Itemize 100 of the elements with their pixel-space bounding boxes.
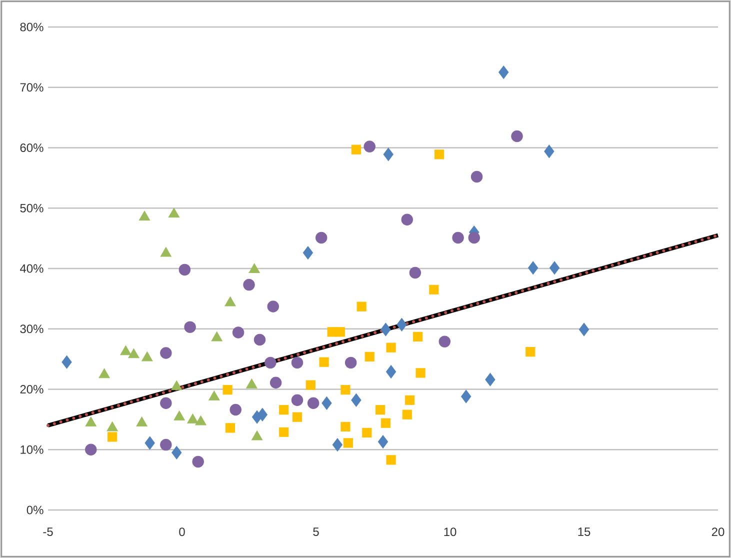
point <box>351 144 362 154</box>
point <box>315 232 328 244</box>
point <box>230 404 242 416</box>
point <box>108 432 118 442</box>
point <box>528 261 538 275</box>
point <box>172 446 182 460</box>
point <box>248 263 260 274</box>
point <box>343 438 353 448</box>
point <box>578 322 590 336</box>
point <box>409 266 422 279</box>
point <box>364 140 376 152</box>
y-tick-label: 70% <box>20 83 44 92</box>
point <box>279 427 289 437</box>
y-tick-label: 60% <box>20 144 44 152</box>
point <box>386 365 396 378</box>
point <box>340 385 350 395</box>
point <box>264 356 276 369</box>
point <box>120 345 132 356</box>
point <box>224 296 236 306</box>
point <box>160 438 172 451</box>
point <box>332 438 343 452</box>
point <box>302 246 314 260</box>
point <box>383 148 394 162</box>
point <box>386 455 396 465</box>
point <box>468 232 480 244</box>
point <box>485 372 496 386</box>
point <box>279 404 289 415</box>
point <box>434 150 444 160</box>
point <box>246 378 258 388</box>
y-tick-label: 50% <box>20 204 44 212</box>
point <box>498 66 509 79</box>
point <box>136 416 148 426</box>
point <box>402 410 412 420</box>
point <box>526 347 536 357</box>
point <box>174 410 185 420</box>
point <box>376 404 386 415</box>
point <box>292 412 302 422</box>
point <box>144 436 155 450</box>
point <box>378 435 388 448</box>
point <box>267 300 279 312</box>
point <box>128 348 140 358</box>
point <box>322 396 332 410</box>
point <box>461 390 472 404</box>
point <box>195 415 206 426</box>
point <box>405 395 415 405</box>
point <box>225 423 236 433</box>
point <box>62 355 72 369</box>
point <box>192 456 204 468</box>
point <box>413 332 423 342</box>
y-tick-label: 10% <box>20 445 44 454</box>
point <box>251 430 263 440</box>
point <box>306 380 316 390</box>
point <box>380 322 391 336</box>
point <box>544 144 554 158</box>
point <box>386 342 396 352</box>
point <box>351 393 362 407</box>
point <box>243 278 255 291</box>
y-tick-label: 20% <box>20 384 44 394</box>
point <box>470 170 483 183</box>
point <box>401 214 413 226</box>
x-tick-label: 5 <box>313 528 319 536</box>
point <box>356 302 366 312</box>
x-tick-label: 10 <box>444 528 456 536</box>
point <box>335 327 345 337</box>
point <box>222 385 232 395</box>
point <box>416 368 426 378</box>
point <box>184 321 196 333</box>
point <box>160 397 172 410</box>
point <box>549 261 560 275</box>
point <box>438 336 451 348</box>
point <box>270 376 282 388</box>
point <box>362 428 372 438</box>
point <box>208 390 220 400</box>
point <box>257 408 268 422</box>
x-tick-label: 0 <box>179 528 185 536</box>
point <box>85 416 96 426</box>
point <box>85 444 97 456</box>
point <box>291 394 304 406</box>
point <box>364 352 374 362</box>
point <box>319 357 329 367</box>
x-tick-label: -5 <box>43 528 53 536</box>
point <box>160 247 172 257</box>
point <box>171 380 182 390</box>
point <box>106 421 118 432</box>
point <box>344 356 357 369</box>
y-tick-label: 80% <box>20 22 44 32</box>
point <box>178 264 191 276</box>
point <box>187 414 198 424</box>
y-tick-label: 0% <box>26 506 44 514</box>
point <box>232 326 244 338</box>
point <box>98 368 110 378</box>
point <box>138 210 150 221</box>
y-tick-label: 30% <box>20 324 44 334</box>
point <box>396 318 407 332</box>
point <box>211 332 222 342</box>
x-tick-label: 15 <box>578 528 590 536</box>
point <box>160 347 172 359</box>
point <box>254 334 266 346</box>
point <box>142 351 153 362</box>
point <box>340 422 350 432</box>
